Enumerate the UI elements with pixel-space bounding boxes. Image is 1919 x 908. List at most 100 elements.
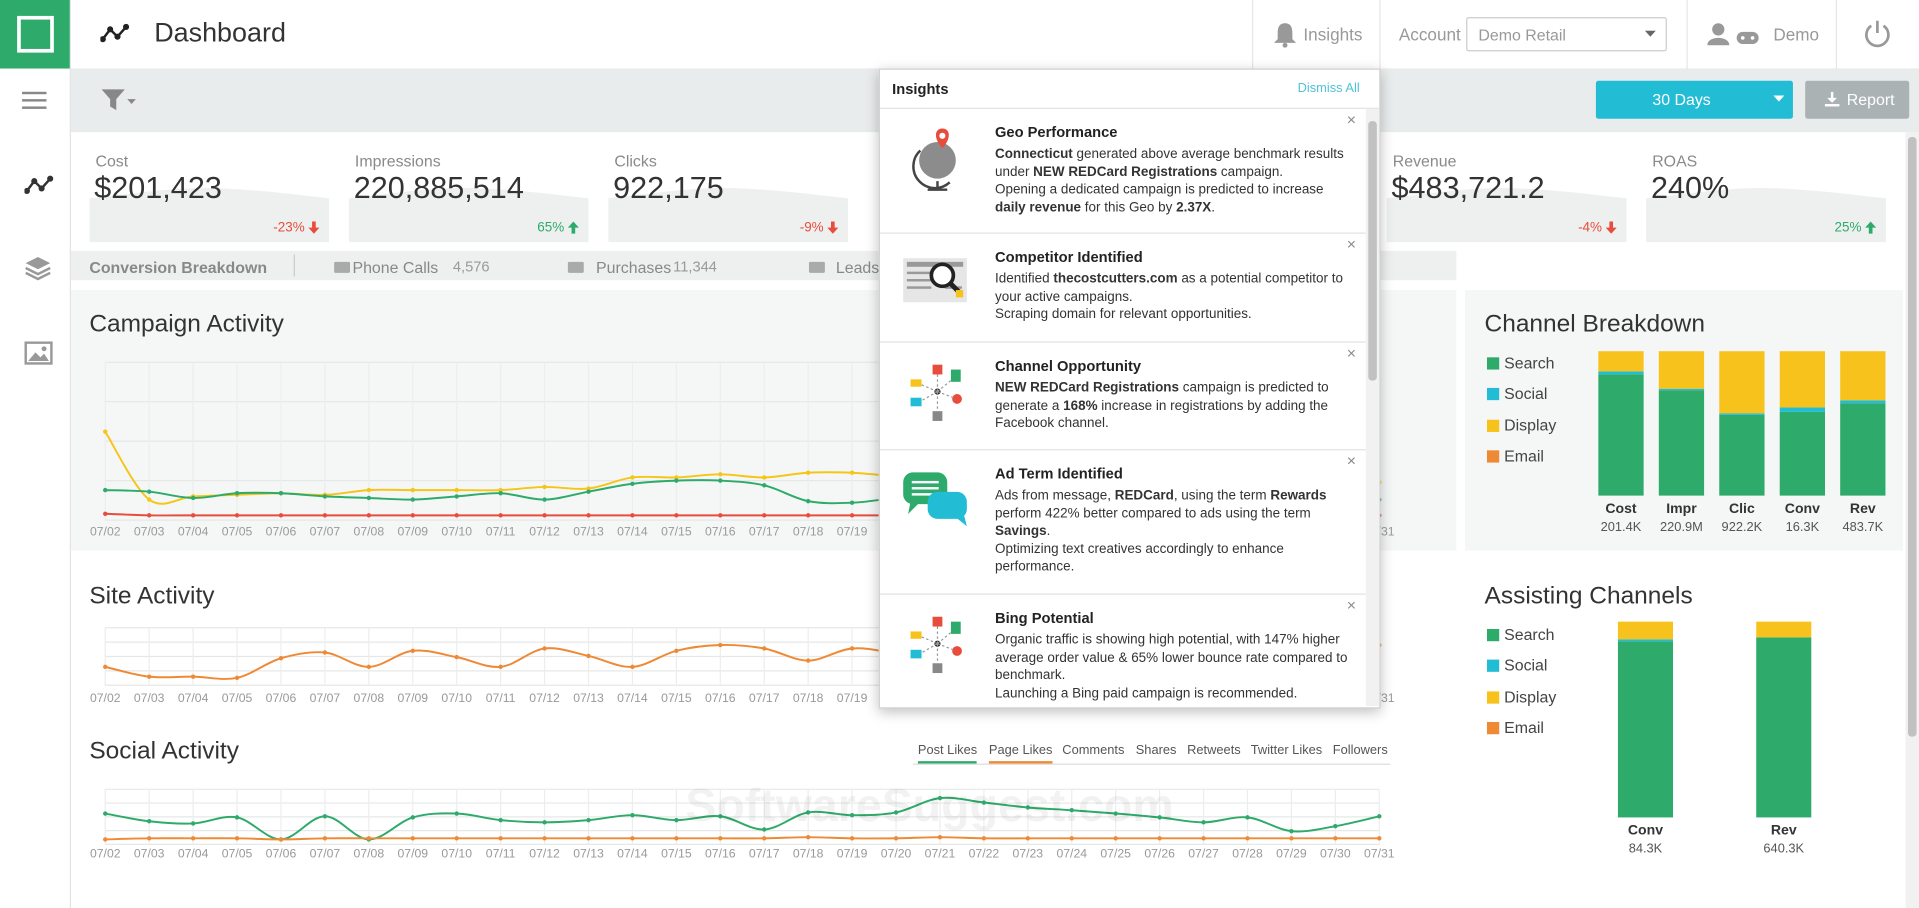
point xyxy=(454,487,459,493)
bar-segment xyxy=(1840,351,1886,401)
legend-label: Social xyxy=(1504,384,1548,403)
bar-total: 922.2K xyxy=(1722,519,1763,534)
scrollbar[interactable] xyxy=(1905,132,1919,908)
point xyxy=(103,487,108,493)
popup-scrollbar[interactable] xyxy=(1365,108,1380,707)
insight-icon xyxy=(910,616,962,674)
insights-button[interactable]: Insights xyxy=(1303,24,1363,45)
x-tick-label: 07/07 xyxy=(310,846,341,860)
x-tick-label: 07/18 xyxy=(793,525,824,539)
report-label: Report xyxy=(1846,90,1895,109)
sidebar xyxy=(0,0,71,908)
tab[interactable]: Twitter Likes xyxy=(1250,742,1323,758)
page-title: Dashboard xyxy=(154,17,286,48)
user-name[interactable]: Demo xyxy=(1773,24,1820,45)
kpi-label: ROAS xyxy=(1652,151,1698,171)
bar-segment xyxy=(1598,374,1644,496)
point xyxy=(849,646,855,651)
point xyxy=(586,817,591,823)
dashboard-icon[interactable] xyxy=(24,174,54,198)
x-tick-label: 07/10 xyxy=(441,525,472,539)
close-button[interactable]: × xyxy=(1346,343,1357,363)
point xyxy=(893,836,899,841)
insight-text-run: as a potential competitor to your active… xyxy=(994,271,1343,305)
point xyxy=(498,487,503,493)
point xyxy=(146,836,152,841)
header-icon xyxy=(100,23,130,43)
legend-swatch xyxy=(1486,388,1500,401)
menu-icon[interactable] xyxy=(22,91,49,113)
conversion-label: Purchases xyxy=(596,258,672,277)
insight-paragraph: Organic traffic is showing high potentia… xyxy=(995,631,1352,685)
filter-icon[interactable] xyxy=(100,88,137,112)
x-tick-label: 07/08 xyxy=(354,846,385,860)
tab[interactable]: Retweets xyxy=(1187,742,1241,758)
bar-segment xyxy=(1598,371,1644,375)
tab[interactable]: Page Likes xyxy=(988,743,1053,764)
image-icon[interactable] xyxy=(24,341,53,365)
close-button[interactable]: × xyxy=(1346,110,1357,129)
x-tick-label: 07/23 xyxy=(1013,846,1044,860)
account-select[interactable]: Demo Retail xyxy=(1466,17,1667,52)
x-tick-label: 07/03 xyxy=(134,846,165,860)
point xyxy=(498,513,503,518)
x-tick-label: 07/13 xyxy=(573,846,604,860)
power-icon[interactable] xyxy=(1863,20,1892,49)
point xyxy=(805,835,811,840)
x-tick-label: 07/14 xyxy=(617,691,648,705)
tab[interactable]: Shares xyxy=(1135,742,1177,758)
bell-icon[interactable] xyxy=(1273,21,1297,48)
x-tick-label: 07/24 xyxy=(1056,846,1087,860)
bar-segment xyxy=(1840,400,1886,404)
x-tick-label: 07/06 xyxy=(266,846,297,860)
point xyxy=(103,511,108,516)
logo[interactable] xyxy=(0,0,70,69)
channel-title: Channel Breakdown xyxy=(1484,310,1705,338)
x-tick-label: 07/15 xyxy=(661,691,692,705)
point xyxy=(630,475,635,480)
insight-text-run: Connecticut xyxy=(994,146,1073,162)
point xyxy=(498,836,503,841)
point xyxy=(1377,836,1382,841)
close-button[interactable]: × xyxy=(1346,451,1357,470)
close-button[interactable]: × xyxy=(1346,595,1357,615)
insight-text-run: , using the term xyxy=(1173,488,1271,503)
tab[interactable]: Followers xyxy=(1332,742,1388,758)
insight-text-run: 2.37X xyxy=(1176,200,1212,216)
x-tick-label: Conv xyxy=(1785,500,1820,516)
kpi-tile: Clicks 922,175 -9% xyxy=(608,144,849,243)
point xyxy=(278,491,284,496)
point xyxy=(410,836,415,841)
watermark: SoftwareSuggest.com xyxy=(685,780,1174,833)
point xyxy=(410,497,415,502)
point xyxy=(586,836,591,841)
report-button[interactable]: Report xyxy=(1805,80,1910,119)
point xyxy=(1333,836,1338,841)
x-tick-label: 07/13 xyxy=(573,525,604,539)
point xyxy=(762,836,767,841)
point xyxy=(762,483,767,488)
kpi-area xyxy=(348,187,589,243)
tab[interactable]: Post Likes xyxy=(917,743,978,764)
dismiss-all[interactable]: Dismiss All xyxy=(1297,80,1360,96)
kpi-value: 220,885,514 xyxy=(353,171,524,206)
tab[interactable]: Comments xyxy=(1062,742,1125,758)
user-icon[interactable] xyxy=(1707,22,1766,46)
period-button[interactable]: 30 Days xyxy=(1595,80,1793,119)
insight-text-run: Scraping domain for relevant opportuniti… xyxy=(994,307,1252,323)
x-tick-label: 07/02 xyxy=(90,691,121,705)
legend-swatch xyxy=(1486,628,1500,642)
insight-text-run: perform 422% better compared to ads usin… xyxy=(994,506,1311,521)
layers-icon[interactable] xyxy=(24,255,51,282)
bar-segment xyxy=(1658,351,1705,389)
point xyxy=(630,664,635,670)
close-button[interactable]: × xyxy=(1346,234,1357,254)
point xyxy=(146,819,152,824)
legend-swatch xyxy=(1486,721,1500,735)
bar-segment xyxy=(1658,388,1705,391)
x-tick-label: Cost xyxy=(1605,500,1637,516)
legend-label: Search xyxy=(1504,353,1555,373)
insight-title: Competitor Identified xyxy=(994,248,1143,266)
point xyxy=(454,836,459,841)
legend-swatch xyxy=(1486,419,1500,432)
